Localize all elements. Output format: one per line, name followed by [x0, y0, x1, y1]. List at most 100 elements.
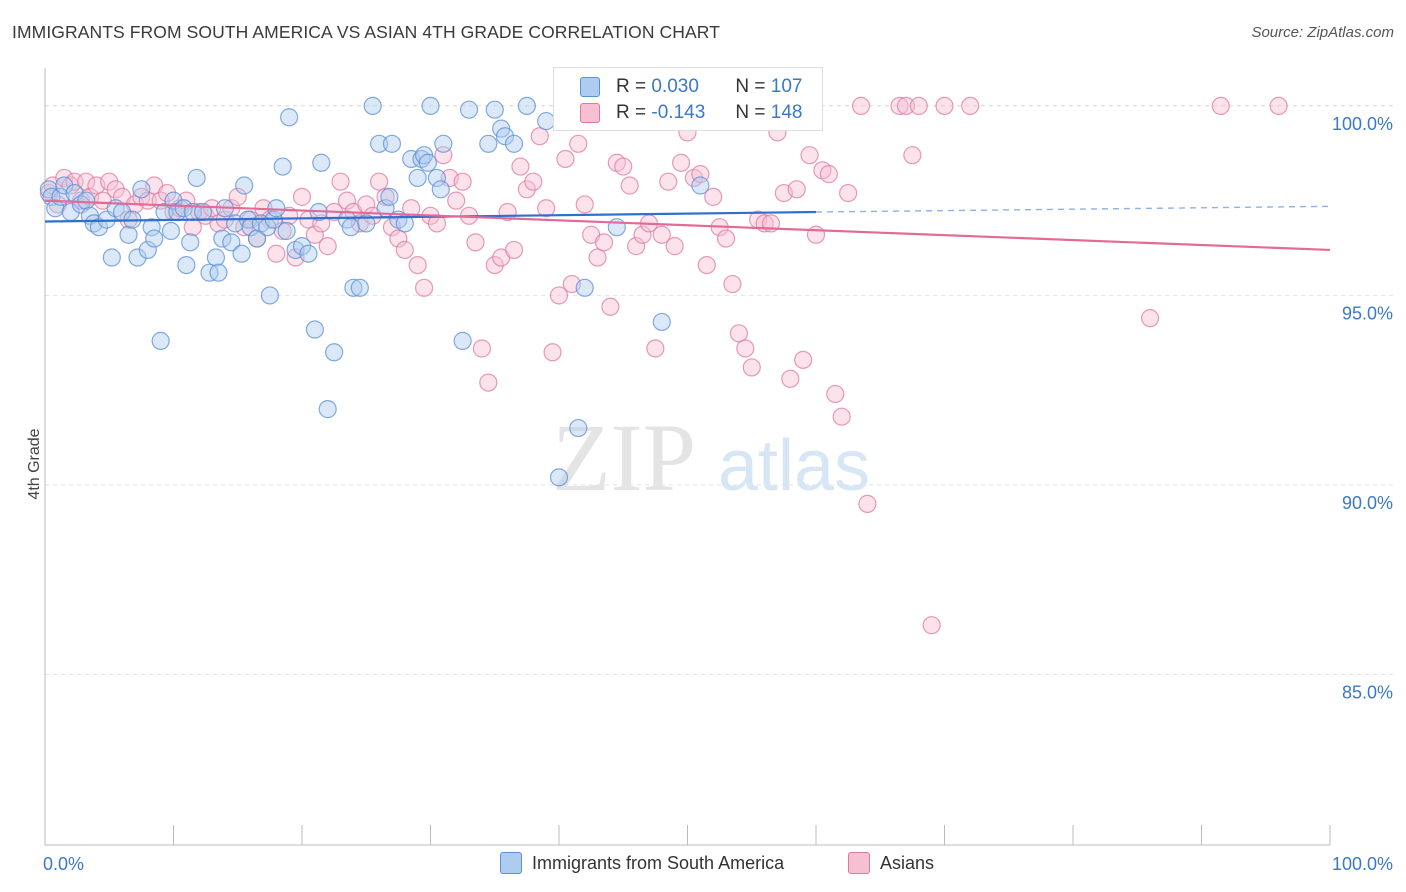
data-point: [431, 180, 450, 199]
data-point: [485, 255, 504, 275]
data-point: [922, 616, 941, 635]
legend-label-asians: Asians: [880, 852, 935, 873]
data-point: [389, 229, 408, 248]
data-point: [363, 96, 382, 116]
data-point: [832, 407, 851, 426]
data-point: [742, 358, 761, 377]
data-point: [723, 274, 742, 294]
data-point: [232, 244, 251, 263]
legend-item-south-america: Immigrants from South America: [500, 852, 784, 874]
legend-r-label: R =: [616, 76, 647, 97]
data-point: [530, 127, 549, 146]
data-point: [408, 168, 427, 188]
data-point: [77, 191, 96, 210]
data-point: [569, 418, 588, 438]
data-point: [1211, 96, 1230, 116]
data-point: [479, 373, 498, 392]
data-point: [646, 339, 665, 358]
data-point: [305, 225, 324, 244]
legend-swatch-blue: [500, 852, 522, 874]
data-point: [909, 96, 928, 116]
data-point: [331, 172, 350, 191]
legend-r-label: R =: [616, 102, 647, 123]
trend-line-south-america-extension: [815, 205, 1331, 213]
data-point: [434, 134, 453, 153]
data-point: [504, 134, 524, 153]
data-point: [479, 134, 498, 153]
watermark: ZIP atlas: [552, 404, 870, 511]
data-point: [524, 172, 543, 191]
data-point: [427, 168, 447, 188]
data-point: [267, 244, 286, 263]
data-point: [102, 248, 121, 267]
data-point: [228, 187, 247, 206]
data-point: [447, 191, 466, 210]
data-point: [819, 165, 838, 184]
data-point: [414, 278, 434, 297]
y-tick-label: 90.0%: [1342, 493, 1393, 513]
data-point: [517, 180, 536, 199]
data-point: [1140, 309, 1160, 328]
legend-stats: R = 0.030 N = 107 R = -0.143 N = 148: [553, 67, 823, 131]
data-point: [151, 331, 170, 350]
data-point: [517, 96, 536, 116]
legend-item-asians: Asians: [848, 852, 934, 874]
data-point: [787, 180, 806, 199]
data-point: [357, 214, 376, 233]
data-point: [633, 225, 652, 244]
data-point: [305, 320, 324, 339]
data-point: [896, 96, 916, 116]
data-point: [556, 149, 575, 169]
tick-labels: 85.0% 90.0% 95.0% 100.0% 0.0% 100.0%: [43, 114, 1393, 874]
legend-n-label: N =: [735, 102, 766, 123]
data-point: [222, 233, 241, 252]
data-point: [935, 96, 954, 116]
data-point: [312, 153, 331, 172]
data-point: [46, 199, 65, 218]
data-point: [177, 255, 196, 275]
data-point: [299, 244, 318, 263]
data-point: [157, 183, 177, 203]
data-point: [337, 191, 357, 210]
data-point: [575, 195, 594, 214]
data-point: [652, 312, 671, 332]
data-point: [280, 108, 299, 127]
x-tick-label-start: 0.0%: [43, 854, 84, 874]
trend-line-asians: [44, 199, 1331, 252]
legend-n-value: 107: [770, 76, 803, 97]
data-point: [961, 96, 980, 116]
data-point: [459, 100, 479, 119]
data-point: [395, 240, 414, 260]
trend-lines: [44, 199, 1331, 252]
data-point: [341, 218, 360, 237]
data-point: [370, 172, 389, 191]
data-point: [594, 233, 614, 252]
data-point: [292, 237, 312, 256]
data-point: [626, 237, 646, 256]
data-point: [511, 157, 530, 176]
chart-title: IMMIGRANTS FROM SOUTH AMERICA VS ASIAN 4…: [12, 22, 720, 42]
data-point: [260, 286, 279, 305]
data-point: [145, 229, 164, 248]
data-point: [569, 134, 588, 153]
data-point: [206, 248, 226, 267]
data-point: [601, 297, 620, 316]
data-point: [325, 343, 344, 362]
data-point: [119, 225, 138, 244]
data-point: [106, 180, 125, 199]
data-point: [161, 221, 181, 241]
data-point: [421, 96, 440, 116]
legend-r-value: -0.143: [651, 102, 706, 123]
data-point: [344, 278, 363, 297]
legend-swatch-pink: [580, 103, 600, 123]
data-point: [174, 199, 193, 218]
data-point: [588, 248, 607, 267]
data-point: [781, 369, 800, 388]
data-point: [716, 229, 736, 248]
data-point: [549, 468, 569, 487]
data-point: [665, 237, 684, 256]
data-point: [858, 494, 877, 513]
data-point: [209, 263, 228, 282]
watermark-zip: ZIP: [552, 404, 696, 511]
